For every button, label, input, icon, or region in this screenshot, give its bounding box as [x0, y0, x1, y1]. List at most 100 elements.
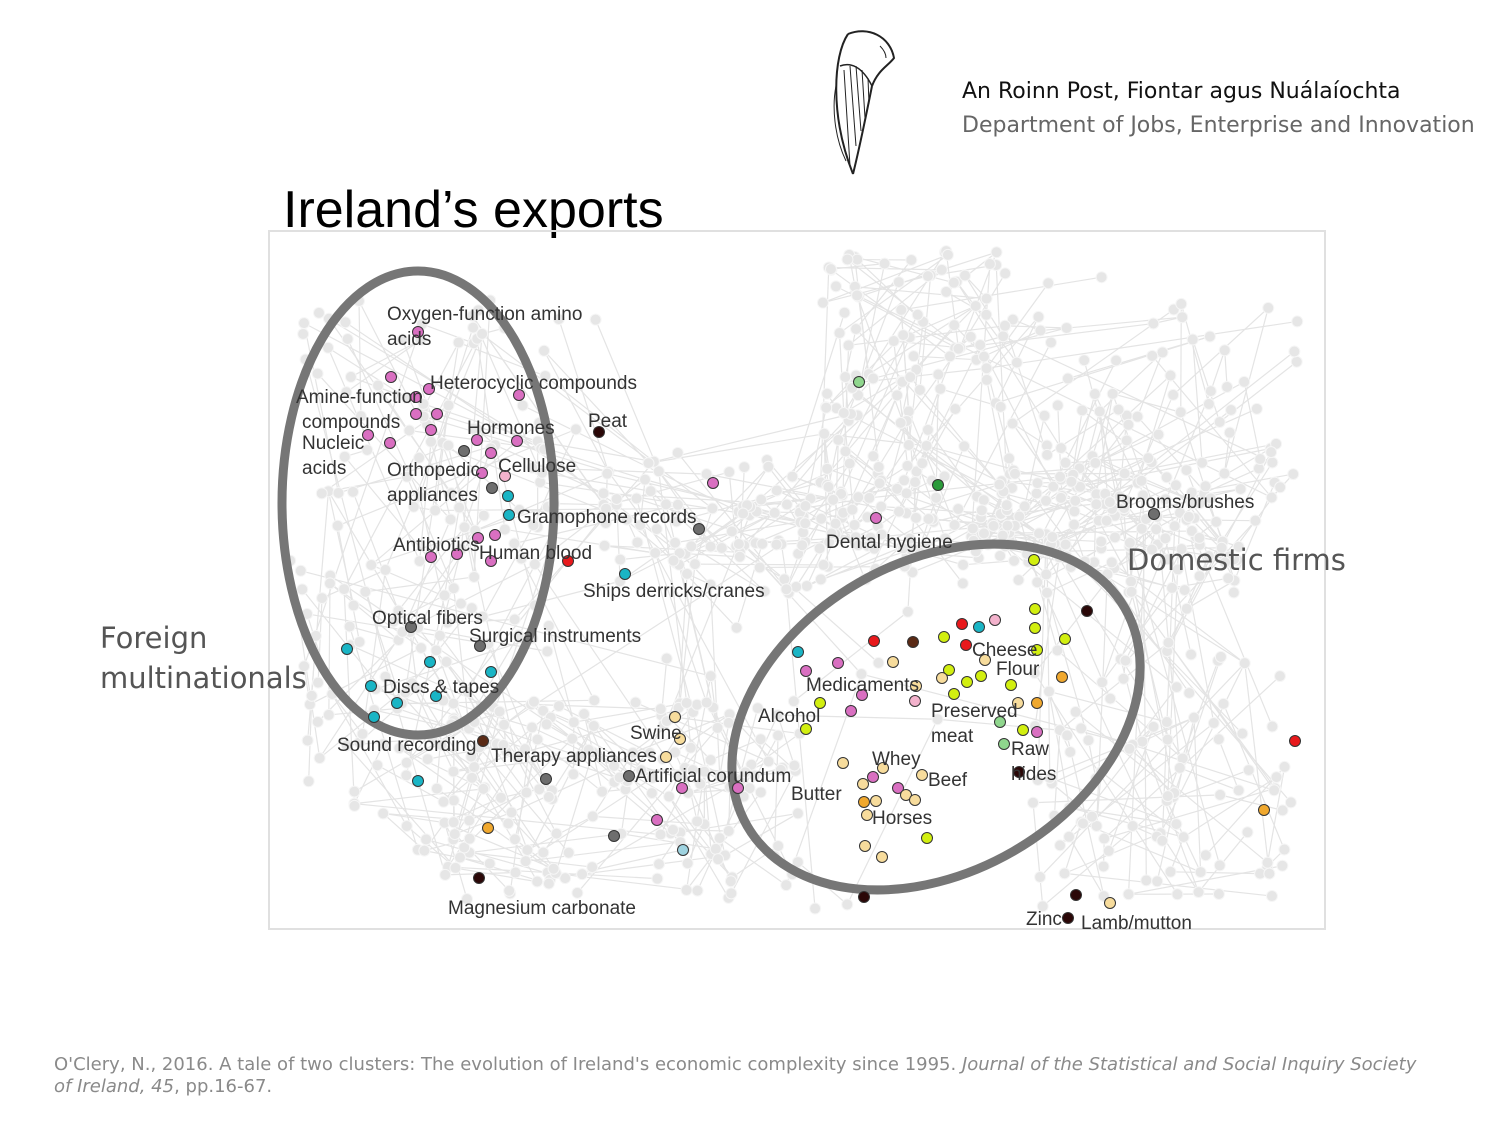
background-node: [372, 379, 385, 392]
background-node: [341, 333, 354, 346]
product-node-cyan: [391, 697, 403, 709]
background-node: [1061, 372, 1074, 385]
background-node: [725, 887, 738, 900]
background-node: [1266, 456, 1279, 469]
node-label: Butter: [791, 784, 842, 805]
background-node: [837, 406, 850, 419]
network-edge: [1048, 691, 1071, 808]
network-edge: [856, 259, 924, 323]
product-node-pink: [425, 551, 437, 563]
background-node: [1182, 510, 1195, 523]
background-node: [684, 741, 697, 754]
background-node: [569, 423, 582, 436]
network-edge: [1019, 500, 1076, 518]
network-edge: [401, 699, 595, 705]
network-edge: [401, 515, 485, 633]
background-node: [1122, 418, 1135, 431]
background-node: [1219, 556, 1232, 569]
background-node: [1238, 375, 1251, 388]
network-edge: [1136, 352, 1164, 417]
citation: O'Clery, N., 2016. A tale of two cluster…: [54, 1054, 1434, 1098]
product-node-pink: [384, 437, 396, 449]
background-node: [494, 791, 507, 804]
network-edge: [1059, 375, 1171, 478]
background-node: [909, 476, 922, 489]
background-node: [439, 868, 452, 881]
background-node: [878, 257, 891, 270]
network-edge: [793, 611, 909, 702]
background-node: [1193, 570, 1206, 583]
network-edge: [343, 338, 478, 590]
network-edge: [1142, 495, 1147, 881]
background-node: [650, 523, 663, 536]
background-node: [780, 498, 793, 511]
background-node: [816, 296, 829, 309]
background-node: [1117, 672, 1130, 685]
background-node: [732, 537, 745, 550]
background-node: [1047, 480, 1060, 493]
background-node: [948, 319, 961, 332]
background-node: [977, 527, 990, 540]
background-node: [634, 519, 647, 532]
background-node: [528, 558, 541, 571]
product-node-cyan: [503, 509, 515, 521]
network-edge: [471, 315, 540, 471]
background-node: [1223, 426, 1236, 439]
background-node: [1192, 886, 1205, 899]
background-node: [1288, 345, 1301, 358]
background-node: [1185, 525, 1198, 538]
background-node: [1040, 568, 1053, 581]
background-node: [660, 498, 673, 511]
network-edge: [1033, 794, 1221, 804]
background-node: [1074, 480, 1087, 493]
background-node: [895, 303, 908, 316]
background-node: [452, 336, 465, 349]
background-node: [824, 263, 837, 276]
background-node: [821, 462, 834, 475]
background-node: [1078, 354, 1091, 367]
background-node: [1098, 832, 1111, 845]
background-node: [841, 253, 854, 266]
product-node-darkbrown: [1070, 889, 1082, 901]
background-node: [1126, 820, 1139, 833]
background-node: [578, 708, 591, 721]
product-node-cyan: [412, 775, 424, 787]
background-node: [542, 877, 555, 890]
network-edge: [963, 560, 1015, 566]
background-node: [509, 866, 522, 879]
background-node: [969, 300, 982, 313]
background-node: [447, 794, 460, 807]
network-edge: [804, 407, 827, 507]
network-edge: [1191, 530, 1273, 727]
background-node: [1065, 475, 1078, 488]
background-node: [311, 367, 324, 380]
background-node: [818, 427, 831, 440]
background-node: [476, 610, 489, 623]
background-node: [1266, 720, 1279, 733]
background-node: [1090, 498, 1103, 511]
network-edge: [857, 496, 911, 540]
background-node: [1069, 494, 1082, 507]
background-node: [315, 487, 328, 500]
background-node: [980, 362, 993, 375]
network-edge: [1103, 675, 1281, 839]
background-node: [830, 280, 843, 293]
background-node: [541, 645, 554, 658]
network-edge: [537, 739, 603, 793]
background-node: [298, 660, 311, 673]
background-node: [680, 696, 693, 709]
product-node-cream: [916, 769, 928, 781]
background-node: [666, 823, 679, 836]
background-node: [466, 309, 479, 322]
network-edge: [1192, 339, 1203, 463]
network-edge: [1220, 794, 1283, 811]
network-edge: [906, 483, 1000, 514]
background-node: [987, 519, 1000, 532]
background-node: [1051, 644, 1064, 657]
network-edge: [857, 296, 870, 375]
background-node: [519, 743, 532, 756]
network-edge: [616, 504, 680, 554]
background-node: [508, 613, 521, 626]
background-node: [1031, 774, 1044, 787]
network-edge: [1098, 520, 1132, 582]
